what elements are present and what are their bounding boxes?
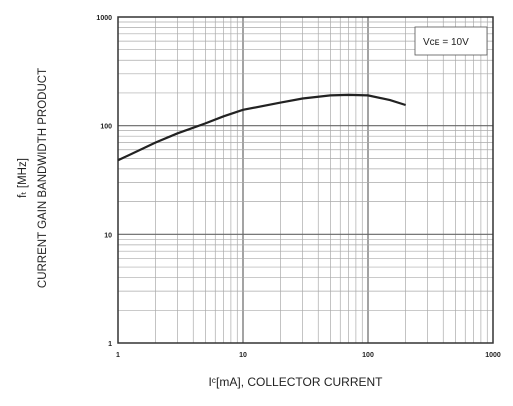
legend-label: Vᴄᴇ = 10V [423, 37, 469, 48]
y-tick-label: 1000 [96, 15, 112, 22]
y-tick-label: 100 [100, 124, 112, 131]
y-tick-label: 1 [108, 341, 112, 348]
tick-labels: 1 10 100 1000 1 10 100 1000 [96, 15, 500, 359]
x-tick-label: 1 [116, 352, 120, 359]
grid [118, 17, 493, 343]
legend-box: Vᴄᴇ = 10V [414, 26, 488, 56]
x-tick-label: 10 [239, 352, 247, 359]
y-axis-title: CURRENT GAIN BANDWIDTH PRODUCT [37, 68, 49, 288]
y-tick-label: 10 [104, 232, 112, 239]
x-tick-label: 1000 [485, 352, 501, 359]
plot-frame [117, 16, 494, 344]
x-axis-title: Iᶜ[mA], COLLECTOR CURRENT [208, 375, 383, 389]
data-series-line [117, 93, 406, 162]
x-tick-label: 100 [362, 352, 374, 359]
y-axis-unit: fₜ [MHz] [17, 158, 29, 198]
